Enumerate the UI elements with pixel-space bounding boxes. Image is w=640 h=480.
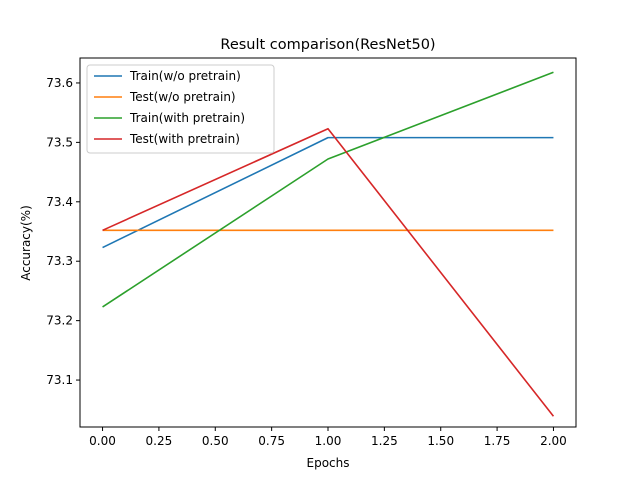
x-tick-label: 1.00 (315, 434, 342, 448)
series-line-3 (102, 127, 555, 417)
x-tick-label: 2.00 (540, 434, 567, 448)
x-tick-label: 1.75 (484, 434, 511, 448)
legend-label-1: Test(w/o pretrain) (129, 90, 236, 104)
legend-label-2: Train(with pretrain) (129, 111, 245, 125)
y-axis-label: Accuracy(%) (19, 205, 33, 281)
y-axis-ticks: 73.1 73.2 73.3 73.4 73.5 73.6 (46, 76, 80, 387)
x-tick-label: 0.50 (202, 434, 229, 448)
legend-label-0: Train(w/o pretrain) (129, 69, 241, 83)
y-tick-label: 73.1 (46, 373, 73, 387)
legend: Train(w/o pretrain) Test(w/o pretrain) Tra… (86, 64, 275, 154)
x-axis-ticks: 0.00 0.25 0.50 0.75 1.00 1.25 1.50 1.75 2.00 (89, 427, 567, 448)
legend-label-3: Test(with pretrain) (129, 132, 240, 146)
y-tick-label: 73.2 (46, 314, 73, 328)
y-tick-label: 73.6 (46, 76, 73, 90)
x-tick-label: 1.50 (427, 434, 454, 448)
x-tick-label: 0.75 (258, 434, 285, 448)
x-tick-label: 0.00 (89, 434, 116, 448)
y-tick-label: 73.3 (46, 254, 73, 268)
series-line-2 (102, 71, 554, 308)
y-tick-label: 73.4 (46, 195, 73, 209)
y-tick-label: 73.5 (46, 135, 73, 149)
series-line-0 (102, 136, 554, 249)
legend-box (86, 64, 275, 154)
x-tick-label: 0.25 (146, 434, 173, 448)
plot-lines (102, 71, 555, 417)
x-axis-label: Epochs (307, 456, 350, 470)
x-tick-label: 1.25 (371, 434, 398, 448)
chart-title: Result comparison(ResNet50) (220, 37, 435, 53)
